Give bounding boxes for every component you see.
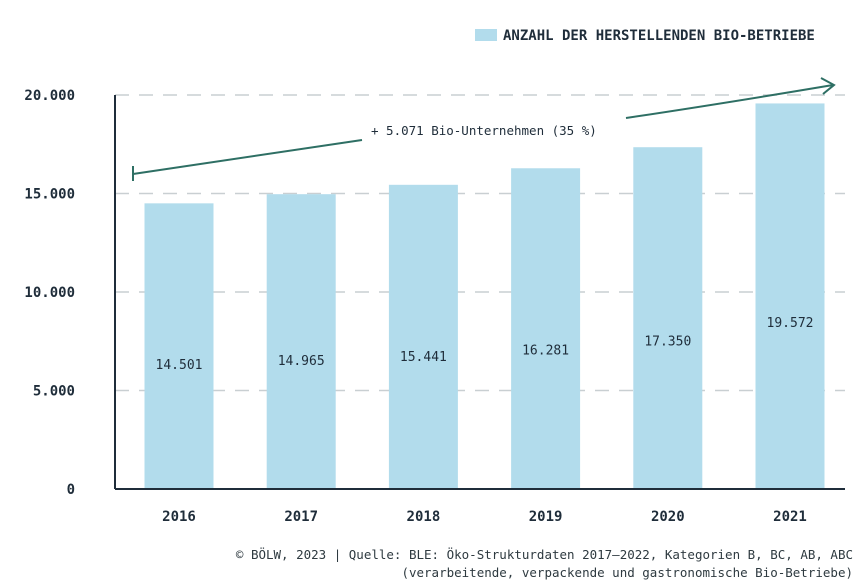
- legend-label: ANZAHL DER HERSTELLENDEN BIO-BETRIEBE: [503, 28, 815, 44]
- bar: [633, 147, 703, 489]
- growth-annotation: + 5.071 Bio-Unternehmen (35 %): [132, 77, 836, 181]
- source-line-2: (verarbeitende, verpackende und gastrono…: [401, 565, 853, 580]
- y-tick-label: 15.000: [24, 187, 75, 203]
- x-tick-label: 2020: [651, 509, 685, 525]
- growth-arrow-head: [820, 77, 836, 95]
- x-tick-label: 2021: [773, 509, 807, 525]
- x-tick-label: 2017: [284, 509, 318, 525]
- y-tick-label: 5.000: [33, 384, 75, 400]
- bar-value-label: 17.350: [644, 334, 691, 349]
- bar: [388, 184, 458, 489]
- bar-value-label: 19.572: [767, 316, 814, 331]
- annotation-label: + 5.071 Bio-Unternehmen (35 %): [371, 123, 597, 138]
- y-tick-label: 0: [67, 482, 75, 498]
- bar: [511, 168, 581, 490]
- y-tick-label: 20.000: [24, 88, 75, 104]
- legend-swatch: [475, 29, 497, 41]
- source-note: © BÖLW, 2023 | Quelle: BLE: Öko-Struktur…: [236, 546, 853, 582]
- bar: [266, 194, 336, 489]
- x-tick-label: 2018: [407, 509, 441, 525]
- growth-arrow-right: [625, 84, 834, 119]
- x-tick-label: 2019: [529, 509, 563, 525]
- x-tick-label: 2016: [162, 509, 196, 525]
- bar-value-label: 15.441: [400, 350, 447, 365]
- growth-arrow-left: [132, 139, 363, 175]
- bar: [755, 103, 825, 489]
- bar-value-label: 14.501: [156, 358, 203, 373]
- bar-value-label: 14.965: [278, 354, 325, 369]
- bar: [144, 203, 214, 489]
- bar-value-label: 16.281: [522, 343, 569, 358]
- y-tick-label: 10.000: [24, 285, 75, 301]
- source-line-1: © BÖLW, 2023 | Quelle: BLE: Öko-Struktur…: [235, 547, 853, 562]
